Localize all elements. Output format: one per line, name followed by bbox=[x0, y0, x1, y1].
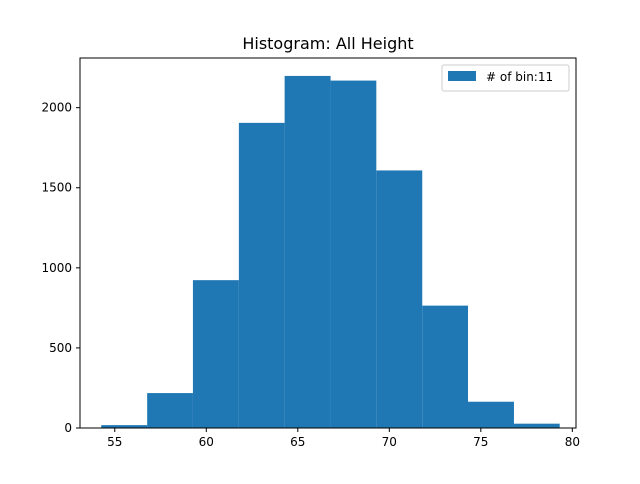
histogram-bar bbox=[376, 170, 423, 428]
y-tick-label: 0 bbox=[64, 421, 72, 435]
histogram-bar bbox=[192, 280, 239, 428]
x-tick-label: 65 bbox=[290, 435, 305, 449]
histogram-bar bbox=[238, 122, 285, 429]
legend: # of bin:11 bbox=[441, 64, 570, 92]
x-tick-label: 55 bbox=[107, 435, 122, 449]
legend-swatch bbox=[448, 71, 476, 81]
histogram-bar bbox=[513, 423, 560, 428]
histogram-bar bbox=[284, 75, 331, 428]
histogram-bar bbox=[101, 425, 148, 428]
chart-title: Histogram: All Height bbox=[242, 34, 413, 53]
histogram-bar bbox=[330, 80, 377, 429]
x-tick-label: 60 bbox=[199, 435, 214, 449]
y-tick-label: 2000 bbox=[41, 101, 72, 115]
histogram-bar bbox=[422, 305, 469, 428]
axes-layer: 55 60 65 70 75 80 0 500 1000 1500 2000 bbox=[41, 57, 580, 449]
legend-label: # of bin:11 bbox=[486, 70, 553, 84]
histogram-bar bbox=[147, 393, 193, 428]
plot-frame bbox=[79, 57, 577, 429]
x-tick-label: 80 bbox=[565, 435, 580, 449]
y-tick-label: 1500 bbox=[41, 181, 72, 195]
x-tick-label: 70 bbox=[382, 435, 397, 449]
x-tick-label: 75 bbox=[473, 435, 488, 449]
y-tick-label: 500 bbox=[49, 341, 72, 355]
histogram-bar bbox=[468, 401, 514, 428]
bars-layer bbox=[101, 75, 560, 429]
y-tick-label: 1000 bbox=[41, 261, 72, 275]
